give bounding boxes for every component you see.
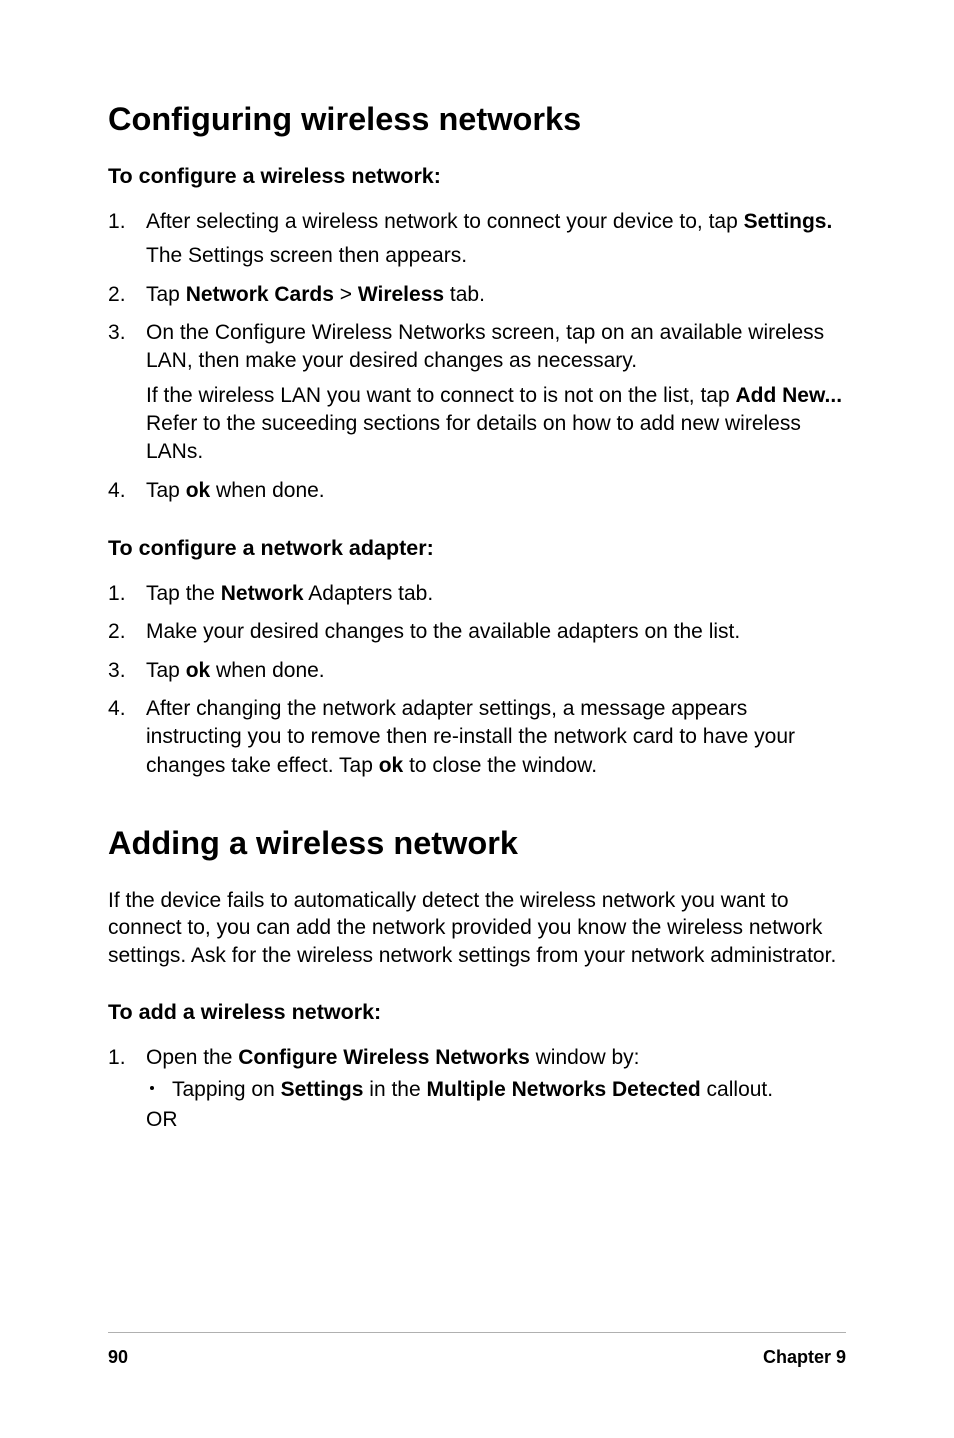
text-run: If the wireless LAN you want to connect … (146, 384, 735, 407)
text-run: callout. (701, 1078, 773, 1101)
text-bold: ok (186, 659, 211, 682)
heading-configuring-wireless: Configuring wireless networks (108, 100, 846, 139)
text-run: After selecting a wireless network to co… (146, 210, 744, 233)
text-run: Tap the (146, 582, 221, 605)
text-run: to close the window. (403, 754, 597, 777)
text-bold: Network (221, 582, 304, 605)
text-bold: Configure Wireless Networks (238, 1046, 530, 1069)
text-run: Tap (146, 283, 186, 306)
text-bold: Multiple Networks Detected (426, 1078, 700, 1101)
text-bold: Settings. (744, 210, 833, 233)
subheading-configure-adapter: To configure a network adapter: (108, 535, 846, 562)
or-text: OR (146, 1106, 846, 1134)
page-container: Configuring wireless networks To configu… (0, 0, 954, 1438)
page-footer: 90 Chapter 9 (108, 1332, 846, 1368)
footer-chapter-label: Chapter 9 (763, 1347, 846, 1368)
sub-paragraph: The Settings screen then appears. (146, 242, 846, 270)
text-bold: Wireless (358, 283, 444, 306)
list-add-wireless: Open the Configure Wireless Networks win… (108, 1044, 846, 1135)
text-run: Tap (146, 479, 186, 502)
list-configure-adapter: Tap the Network Adapters tab. Make your … (108, 580, 846, 780)
text-run: tab. (444, 283, 485, 306)
bullet-dot-icon (150, 1086, 154, 1090)
list-item: Tap the Network Adapters tab. (108, 580, 846, 608)
subheading-configure-wireless: To configure a wireless network: (108, 163, 846, 190)
text-run: when done. (210, 659, 324, 682)
list-item: Tap ok when done. (108, 657, 846, 685)
list-configure-wireless: After selecting a wireless network to co… (108, 208, 846, 505)
text-bold: Add New... (735, 384, 842, 407)
text-run: in the (363, 1078, 426, 1101)
paragraph-adding-intro: If the device fails to automatically det… (108, 887, 846, 969)
text-bold: ok (379, 754, 404, 777)
text-run: when done. (210, 479, 324, 502)
text-run: > (334, 283, 358, 306)
text-run: On the Configure Wireless Networks scree… (146, 321, 824, 372)
text-run: Refer to the suceeding sections for deta… (146, 412, 801, 463)
text-bold: ok (186, 479, 211, 502)
sub-bullet: Tapping on Settings in the Multiple Netw… (146, 1076, 846, 1104)
list-item: After selecting a wireless network to co… (108, 208, 846, 271)
list-item: On the Configure Wireless Networks scree… (108, 319, 846, 467)
text-run: Tap (146, 659, 186, 682)
heading-adding-wireless: Adding a wireless network (108, 824, 846, 863)
list-item: After changing the network adapter setti… (108, 695, 846, 780)
sub-paragraph: If the wireless LAN you want to connect … (146, 382, 846, 467)
subheading-to-add: To add a wireless network: (108, 999, 846, 1026)
text-bold: Settings (281, 1078, 364, 1101)
list-item: Tap ok when done. (108, 477, 846, 505)
list-item: Open the Configure Wireless Networks win… (108, 1044, 846, 1135)
text-run: Make your desired changes to the availab… (146, 620, 740, 643)
text-run: Tapping on (172, 1078, 281, 1101)
list-item: Make your desired changes to the availab… (108, 618, 846, 646)
text-run: Open the (146, 1046, 238, 1069)
footer-page-number: 90 (108, 1347, 128, 1368)
text-bold: Network Cards (186, 283, 334, 306)
text-run: Adapters tab. (304, 582, 434, 605)
text-run: window by: (530, 1046, 640, 1069)
list-item: Tap Network Cards > Wireless tab. (108, 281, 846, 309)
